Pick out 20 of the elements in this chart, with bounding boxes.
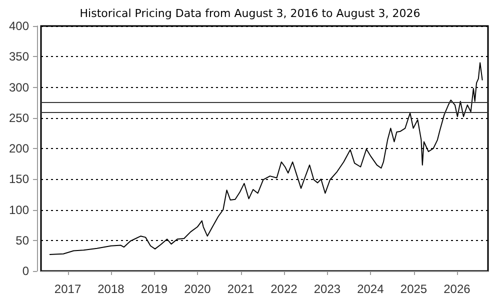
y-tick-label: 400 xyxy=(8,19,30,33)
x-tick-label: 2025 xyxy=(400,282,428,296)
y-tick-label: 150 xyxy=(8,172,30,186)
x-tick-label: 2024 xyxy=(357,282,384,296)
x-tick-label: 2017 xyxy=(54,282,82,296)
x-tick-label: 2026 xyxy=(444,282,471,296)
y-tick-label: 300 xyxy=(8,80,30,94)
y-tick-label: 100 xyxy=(8,202,30,217)
x-tick-label: 2023 xyxy=(314,282,341,296)
y-tick-label: 200 xyxy=(8,142,30,156)
y-tick-label: 0 xyxy=(22,264,30,278)
y-tick-label: 250 xyxy=(8,110,30,125)
x-tick-label: 2022 xyxy=(270,282,298,296)
x-tick-label: 2019 xyxy=(140,282,168,296)
x-tick-label: 2021 xyxy=(227,282,254,296)
chart-title: Historical Pricing Data from August 3, 2016 to August 3, 2026 xyxy=(80,7,420,20)
x-tick-label: 2018 xyxy=(98,282,125,296)
y-tick-label: 50 xyxy=(16,233,30,248)
x-tick-label: 2020 xyxy=(184,282,212,296)
y-tick-label: 350 xyxy=(8,50,30,64)
